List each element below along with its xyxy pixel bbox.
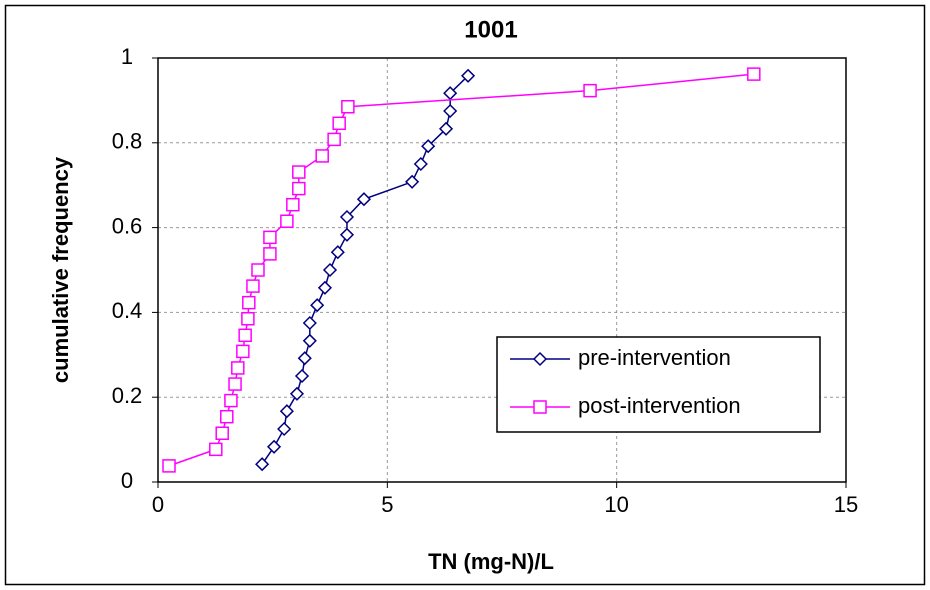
marker-square	[263, 230, 277, 245]
marker-diamond	[443, 86, 458, 101]
marker-square	[251, 263, 265, 277]
marker-square	[341, 100, 355, 114]
marker-square	[286, 197, 300, 212]
marker-diamond	[302, 315, 317, 331]
marker-diamond	[330, 245, 345, 260]
marker-square	[228, 377, 242, 391]
marker-diamond	[460, 68, 476, 83]
marker-square	[238, 328, 252, 343]
x-tick-label: 15	[834, 492, 858, 517]
y-tick-label: 0.6	[112, 213, 143, 238]
chart-title: 1001	[464, 16, 517, 43]
marker-square	[209, 442, 223, 457]
x-tick-label: 0	[152, 492, 164, 517]
legend-box	[496, 336, 821, 433]
marker-square	[292, 165, 306, 179]
marker-square	[241, 312, 255, 326]
marker-diamond	[294, 368, 310, 384]
marker-square	[263, 247, 277, 261]
marker-diamond	[255, 457, 270, 472]
marker-square	[332, 116, 346, 131]
marker-diamond	[438, 121, 454, 136]
marker-diamond	[339, 209, 355, 225]
marker-diamond	[413, 156, 428, 172]
marker-diamond	[405, 174, 420, 189]
y-tick-label: 0.2	[112, 383, 143, 408]
marker-diamond	[289, 386, 305, 401]
legend-label: pre-intervention	[578, 345, 731, 370]
marker-diamond	[317, 280, 333, 295]
marker-square	[280, 214, 294, 228]
legend-marker	[532, 351, 548, 367]
marker-diamond	[266, 439, 282, 454]
marker-diamond	[277, 421, 292, 437]
marker-square	[220, 409, 234, 424]
y-axis-label: cumulative frequency	[48, 156, 73, 383]
marker-diamond	[297, 351, 312, 366]
marker-diamond	[443, 103, 458, 119]
marker-square	[215, 426, 229, 440]
plot-frame	[157, 57, 847, 483]
y-tick-label: 1	[121, 44, 133, 69]
y-tick-label: 0.8	[112, 129, 143, 154]
marker-square	[583, 83, 597, 98]
legend-marker	[533, 400, 547, 414]
marker-square	[292, 181, 306, 196]
marker-diamond	[339, 227, 355, 242]
marker-diamond	[310, 298, 325, 313]
marker-diamond	[356, 192, 372, 207]
y-tick-label: 0.4	[112, 298, 143, 323]
marker-diamond	[279, 404, 294, 419]
marker-square	[236, 344, 250, 359]
marker-diamond	[302, 333, 317, 348]
marker-square	[246, 279, 260, 293]
marker-square	[747, 67, 761, 81]
marker-square	[231, 361, 245, 375]
marker-diamond	[322, 262, 338, 278]
marker-square	[224, 393, 238, 408]
y-tick-label: 0	[121, 468, 133, 493]
legend-label: post-intervention	[578, 393, 741, 418]
marker-square	[327, 132, 341, 147]
chart-frame	[4, 4, 926, 586]
x-axis-label: TN (mg-N)/L	[428, 549, 554, 574]
marker-square	[315, 149, 329, 163]
marker-diamond	[421, 139, 436, 154]
x-tick-label: 5	[381, 492, 393, 517]
marker-square	[242, 295, 256, 310]
x-tick-label: 10	[604, 492, 628, 517]
marker-square	[162, 459, 176, 473]
